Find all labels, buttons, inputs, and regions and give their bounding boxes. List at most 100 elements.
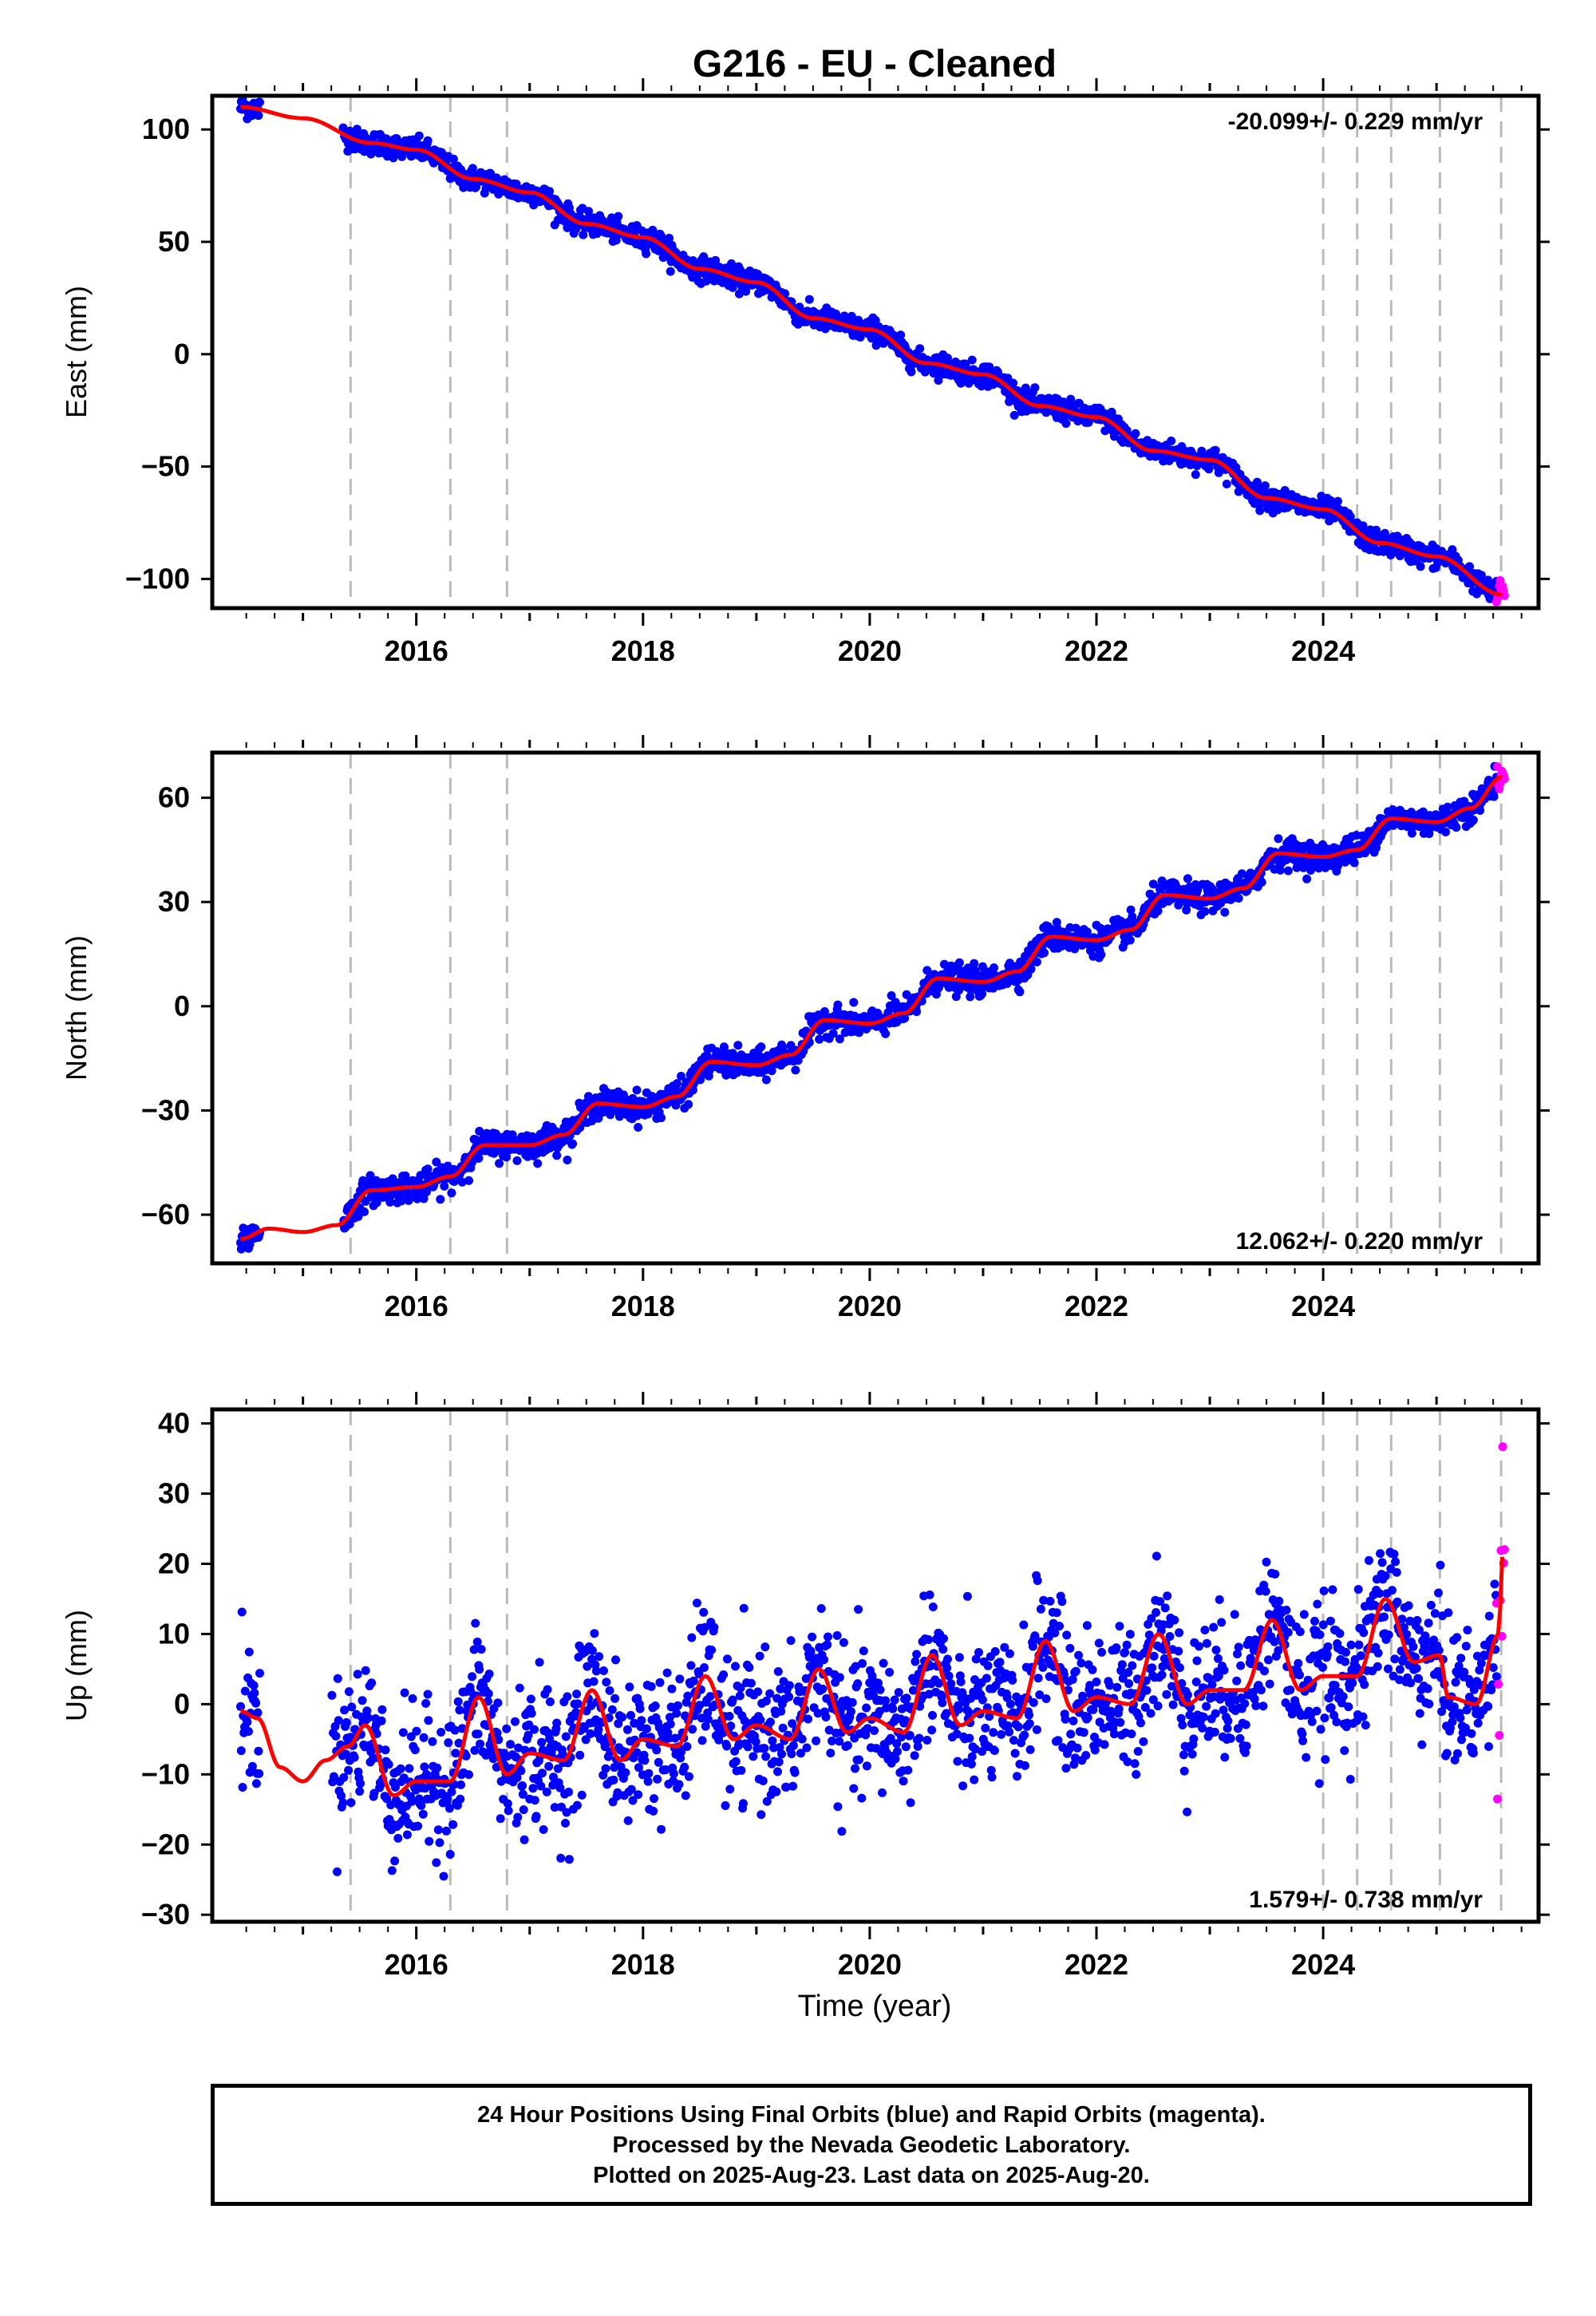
data-point (1061, 419, 1071, 429)
data-point (853, 1679, 863, 1689)
y-axis-label: North (mm) (60, 935, 93, 1081)
data-point (1032, 1725, 1041, 1734)
data-point (433, 1825, 443, 1835)
data-point (881, 1029, 891, 1038)
plot-area (236, 96, 1509, 608)
y-axis-label: East (mm) (60, 286, 93, 418)
data-point (772, 1787, 781, 1796)
data-point (530, 1796, 539, 1805)
data-point (421, 1698, 431, 1708)
data-point (1182, 905, 1191, 915)
data-point (806, 1646, 816, 1656)
data-point (1066, 1729, 1076, 1739)
data-point (1061, 1764, 1071, 1773)
data-point (1065, 1643, 1075, 1653)
data-point (778, 1723, 788, 1733)
data-point (1062, 1630, 1072, 1640)
data-point (797, 1734, 807, 1744)
data-point (888, 1704, 898, 1713)
data-point (396, 1764, 405, 1773)
data-point (605, 1686, 614, 1695)
data-point (649, 1806, 658, 1816)
data-point (377, 1705, 387, 1714)
data-point (835, 1737, 844, 1746)
data-point (573, 1699, 583, 1709)
data-point (255, 1769, 264, 1778)
data-point (924, 1690, 934, 1699)
data-point (1443, 802, 1452, 812)
data-point (327, 1690, 337, 1700)
data-point (397, 152, 407, 161)
data-point (694, 1670, 704, 1678)
data-point (1041, 1694, 1051, 1703)
data-point (333, 1867, 342, 1876)
data-point (828, 1737, 836, 1745)
data-point (761, 1696, 771, 1705)
data-point (954, 1653, 964, 1662)
data-point (637, 1716, 646, 1725)
data-point (662, 1668, 672, 1678)
data-point (531, 1812, 541, 1821)
data-point (563, 1692, 572, 1701)
data-point (832, 1630, 842, 1640)
data-point (1234, 894, 1243, 903)
data-point (557, 1802, 566, 1812)
data-point (824, 1725, 834, 1735)
data-point (855, 1028, 863, 1037)
data-point (581, 1735, 591, 1745)
data-point (954, 958, 964, 967)
data-point (253, 1708, 263, 1717)
data-point (704, 1714, 713, 1724)
data-point (610, 1694, 620, 1703)
final-orbit-points (236, 96, 1501, 603)
y-tick-label: 60 (158, 781, 190, 814)
data-point (623, 1816, 633, 1825)
data-point (943, 354, 952, 363)
data-point (469, 1645, 479, 1654)
data-point (990, 1746, 999, 1755)
data-point (926, 1662, 935, 1670)
data-point (644, 1769, 654, 1778)
plot-area (236, 1409, 1509, 1922)
data-point (511, 1717, 519, 1726)
data-point (632, 1085, 642, 1095)
data-point (561, 1732, 571, 1741)
data-point (1058, 1743, 1068, 1753)
data-point (558, 1749, 567, 1759)
plot-frame (210, 750, 1541, 1266)
data-point (642, 1724, 651, 1733)
data-point (1407, 828, 1416, 838)
data-point (826, 1749, 836, 1758)
data-point (1021, 383, 1030, 393)
data-point (967, 355, 977, 365)
data-point (905, 1730, 915, 1740)
data-point (655, 1678, 665, 1687)
data-point (448, 1820, 458, 1829)
data-point (875, 1685, 885, 1694)
data-point (820, 1655, 828, 1665)
data-point (572, 1690, 582, 1699)
data-point (855, 333, 865, 342)
data-point (516, 1766, 526, 1776)
data-point (922, 1736, 932, 1745)
data-point (610, 1763, 619, 1773)
data-point (441, 1826, 451, 1836)
data-point (346, 1798, 356, 1808)
x-tick-label: 2020 (838, 1290, 902, 1322)
data-point (851, 1764, 859, 1773)
data-point (536, 1781, 546, 1791)
data-point (738, 1799, 748, 1808)
data-point (1013, 1722, 1023, 1732)
data-point (526, 1694, 535, 1704)
data-point (1183, 874, 1192, 883)
data-point (723, 1654, 732, 1664)
data-point (896, 330, 906, 340)
data-point (673, 1079, 681, 1089)
data-point (762, 1796, 772, 1806)
data-point (518, 1781, 527, 1790)
data-point (934, 376, 943, 385)
data-point (910, 1751, 919, 1761)
data-point (1061, 1714, 1070, 1724)
data-point (595, 1652, 604, 1662)
data-point (749, 1752, 758, 1761)
